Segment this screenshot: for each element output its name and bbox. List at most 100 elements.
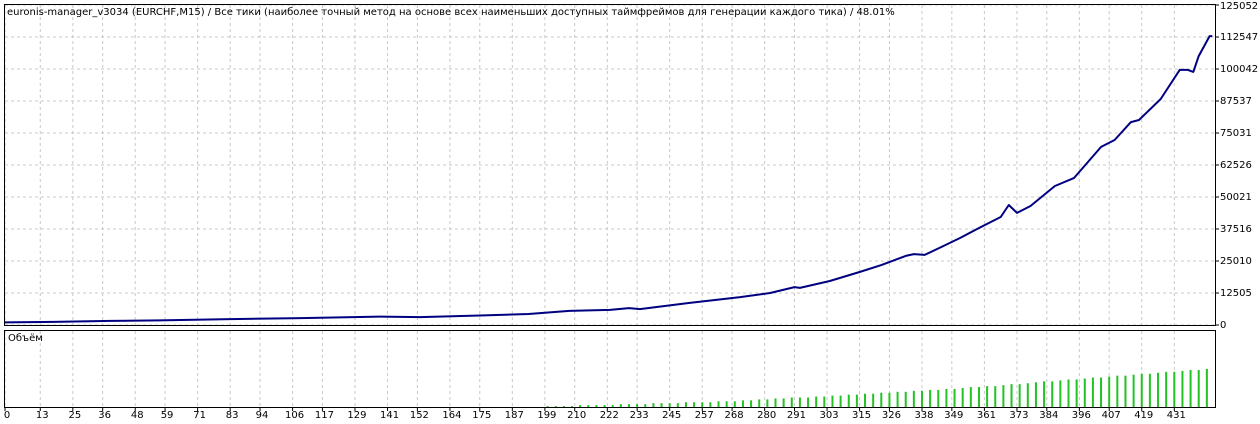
volume-bar [929,389,932,407]
volume-bar [1059,380,1062,407]
volume-bar [1034,382,1037,407]
volume-bar [1075,379,1078,407]
x-tick-label: 25 [68,410,81,421]
x-tick-label: 164 [442,410,461,421]
volume-bar [864,393,867,407]
y-tick-label: 62526 [1220,160,1252,171]
volume-bar [1108,376,1111,407]
volume-bar [709,402,712,407]
volume-bar [1157,372,1160,407]
volume-bar [1026,383,1029,407]
volume-bar [872,393,875,407]
volume-bar [1148,373,1151,407]
y-tick-label: 100042 [1220,64,1258,75]
y-tick-label: 87537 [1220,96,1252,107]
volume-bar [831,395,834,407]
x-tick-label: 396 [1072,410,1091,421]
volume-bar [562,406,565,407]
volume-bar [1067,379,1070,407]
x-tick-label: 268 [725,410,744,421]
x-tick-label: 257 [695,410,714,421]
x-tick-label: 431 [1167,410,1186,421]
x-tick-label: 349 [944,410,963,421]
y-tick-label: 25010 [1220,256,1252,267]
volume-bar [1124,375,1127,407]
volume-bar [1002,385,1005,407]
volume-bar [847,394,850,407]
x-tick-label: 129 [347,410,366,421]
volume-frame [4,330,1216,408]
volume-bar [546,406,549,407]
volume-bar [920,390,923,407]
volume-bar [758,399,761,407]
y-tick-label: 112547 [1220,32,1258,43]
x-tick-label: 0 [4,410,10,421]
x-tick-label: 407 [1102,410,1121,421]
volume-bar [1205,369,1208,407]
volume-bar [1173,371,1176,407]
y-tick-label: 12505 [1220,288,1252,299]
x-tick-label: 199 [537,410,556,421]
volume-bar [766,399,769,407]
x-tick-label: 326 [882,410,901,421]
volume-bar [733,401,736,407]
volume-bar [644,404,647,407]
volume-bar [587,405,590,407]
volume-bar [636,404,639,407]
x-tick-label: 71 [193,410,206,421]
x-tick-label: 152 [410,410,429,421]
x-tick-label: 117 [315,410,334,421]
volume-bar [888,392,891,407]
volume-bar [676,403,679,407]
volume-bar [1100,377,1103,407]
volume-bar [904,391,907,407]
equity-line [4,35,1213,324]
volume-bar [660,403,663,407]
volume-bar [839,395,842,407]
volume-bar [896,391,899,407]
x-tick-label: 303 [819,410,838,421]
x-tick-label: 59 [161,410,174,421]
x-tick-label: 83 [226,410,239,421]
x-tick-label: 361 [977,410,996,421]
volume-bar [953,388,956,407]
volume-bar [611,405,614,407]
volume-bar [1010,384,1013,407]
x-tick-label: 210 [567,410,586,421]
volume-bar [880,392,883,407]
volume-bar [693,402,696,407]
y-tick-label: 75031 [1220,128,1252,139]
volume-bar [571,406,574,407]
x-tick-label: 280 [757,410,776,421]
volume-bar [977,387,980,407]
volume-bar [1091,377,1094,407]
volume-bar [1051,381,1054,407]
x-tick-label: 384 [1039,410,1058,421]
x-tick-label: 106 [285,410,304,421]
volume-bar [1140,373,1143,407]
volume-bar [725,401,728,407]
volume-bar [1181,370,1184,407]
volume-bar [823,396,826,407]
x-tick-label: 48 [131,410,144,421]
volume-bar [627,404,630,407]
volume-bar [717,401,720,407]
volume-bar [782,398,785,407]
volume-bar [1189,369,1192,407]
x-tick-label: 373 [1009,410,1028,421]
volume-bar [701,402,704,407]
volume-bar [652,403,655,407]
x-tick-label: 315 [852,410,871,421]
volume-bar [1197,369,1200,407]
volume-title: Объём [8,333,43,344]
x-tick-label: 222 [600,410,619,421]
volume-bar [912,390,915,407]
volume-bar [961,388,964,407]
volume-bar [855,394,858,407]
volume-bar [741,400,744,407]
volume-bar [937,389,940,407]
x-tick-label: 338 [914,410,933,421]
x-tick-label: 245 [662,410,681,421]
